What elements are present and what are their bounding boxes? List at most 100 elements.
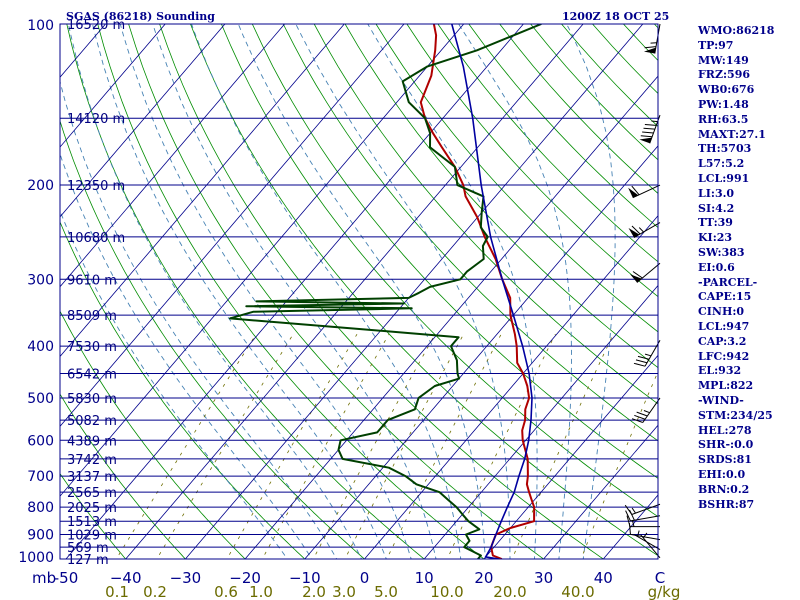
barb-pennant bbox=[628, 187, 639, 198]
mixing-ratio-line bbox=[344, 334, 464, 559]
index-row: CAP:3.2 bbox=[698, 334, 747, 348]
index-row: MPL:822 bbox=[698, 379, 754, 393]
wind-barb bbox=[643, 23, 661, 54]
index-row: TH:5703 bbox=[698, 142, 752, 156]
height-label: 14120 m bbox=[67, 112, 125, 127]
moist-adiabat-line bbox=[92, 24, 387, 559]
wind-barb bbox=[629, 262, 661, 283]
barb-feather bbox=[631, 225, 641, 235]
index-row: BRN:0.2 bbox=[698, 482, 750, 496]
isobar-lines bbox=[60, 23, 658, 560]
temperature-tick-label: −30 bbox=[170, 569, 202, 587]
barb-feather bbox=[629, 509, 635, 521]
index-row: L57:5.2 bbox=[698, 157, 745, 171]
index-row: WB0:676 bbox=[698, 83, 755, 97]
dry-adiabat-line bbox=[159, 24, 604, 559]
index-row: MW:149 bbox=[698, 53, 749, 67]
mixing-ratio-label: 3.0 bbox=[332, 583, 356, 600]
index-row: KI:23 bbox=[698, 231, 733, 245]
barb-feather bbox=[644, 123, 657, 126]
dry-adiabat-line bbox=[128, 24, 545, 559]
index-row: MAXT:27.1 bbox=[698, 127, 766, 141]
index-row: SHR-:0.0 bbox=[698, 438, 754, 452]
dry-adiabat-line bbox=[437, 24, 658, 263]
isotherm-line bbox=[125, 24, 584, 559]
isotherm-line bbox=[423, 284, 658, 559]
height-label: 3137 m bbox=[67, 470, 117, 485]
dry-adiabat-line bbox=[344, 24, 658, 369]
barb-half-feather bbox=[644, 353, 652, 357]
isotherm-line bbox=[65, 24, 524, 559]
mixing-ratio-label: 40.0 bbox=[561, 583, 594, 600]
wind-barb bbox=[631, 397, 661, 423]
barb-pennant bbox=[628, 227, 640, 238]
height-label: 12350 m bbox=[67, 179, 125, 194]
dry-adiabat-line bbox=[406, 24, 658, 298]
pressure-tick-label: 500 bbox=[27, 391, 54, 407]
wind-barb bbox=[625, 509, 661, 522]
pressure-tick-label: 700 bbox=[27, 469, 54, 485]
mixing-ratio-label: 2.0 bbox=[302, 583, 326, 600]
thermo-grid bbox=[60, 24, 658, 559]
index-row: LCL:991 bbox=[698, 171, 750, 185]
chart-title: SGAS (86218) Sounding bbox=[66, 10, 215, 23]
mixing-ratio-line bbox=[261, 333, 390, 559]
dry-adiabat-line bbox=[313, 24, 658, 405]
dry-adiabat-line bbox=[221, 24, 658, 518]
temperature-unit-label: C bbox=[655, 569, 665, 587]
moist-adiabat-line bbox=[566, 24, 616, 559]
plot-frame bbox=[59, 23, 659, 560]
barb-feather bbox=[628, 523, 631, 535]
index-row: BSHR:87 bbox=[698, 497, 755, 511]
moist-adiabat-line bbox=[458, 24, 572, 559]
dry-adiabat-line bbox=[190, 24, 658, 557]
mixing-ratio-line bbox=[446, 334, 556, 559]
stability-indices-panel: WMO:86218 TP:97 MW:149 FRZ:596 WB0:676 PW:1.4… bbox=[698, 24, 798, 512]
dry-adiabat-line bbox=[60, 310, 246, 559]
isotherm-line bbox=[60, 24, 345, 358]
temperature-trace bbox=[419, 24, 536, 559]
dry-adiabat-line bbox=[97, 24, 485, 559]
index-row: CAPE:15 bbox=[698, 290, 752, 304]
index-row: LCL:947 bbox=[698, 319, 750, 333]
barb-feather bbox=[631, 418, 643, 423]
mixing-ratio-label: 0.1 bbox=[105, 583, 129, 600]
index-row: EL:932 bbox=[698, 364, 742, 378]
pressure-tick-label: 400 bbox=[27, 339, 54, 355]
dry-adiabat-line bbox=[66, 24, 425, 559]
mixing-ratio-label: 20.0 bbox=[493, 583, 526, 600]
barb-staff bbox=[631, 503, 661, 515]
mixing-ratio-label: g/kg bbox=[648, 583, 681, 600]
barb-feather bbox=[636, 411, 648, 417]
temperature-tick-label: 20 bbox=[474, 569, 493, 587]
pressure-unit-label: mb bbox=[32, 569, 56, 587]
barb-half-feather bbox=[638, 227, 644, 233]
mixing-ratio-line bbox=[580, 370, 658, 559]
isotherm-line bbox=[244, 75, 658, 559]
index-row: SRDS:81 bbox=[698, 453, 752, 467]
index-row: RH:63.5 bbox=[698, 112, 749, 126]
height-label: 2565 m bbox=[67, 486, 117, 501]
moist-adiabat-line bbox=[60, 79, 338, 559]
barb-feather bbox=[634, 414, 646, 420]
wind-barb bbox=[628, 184, 661, 199]
barb-feather bbox=[644, 46, 657, 49]
dewpoint-trace bbox=[228, 24, 542, 559]
height-label: 16520 m bbox=[67, 18, 125, 33]
wind-barbs bbox=[624, 23, 661, 559]
temperature-tick-label: 10 bbox=[415, 569, 434, 587]
temperature-tick-label: -50 bbox=[54, 569, 79, 587]
mixing-ratio-line bbox=[386, 334, 502, 559]
wind-barb bbox=[640, 532, 661, 559]
barb-staff bbox=[630, 515, 661, 522]
mixing-ratio-label: 0.2 bbox=[143, 583, 167, 600]
pressure-tick-label: 100 bbox=[27, 18, 54, 34]
height-label: 1029 m bbox=[67, 529, 117, 544]
mixing-ratio-label: 0.6 bbox=[214, 583, 238, 600]
moist-adiabat-line bbox=[67, 24, 362, 559]
barb-staff bbox=[632, 184, 661, 199]
pressure-tick-label: 1000 bbox=[18, 550, 54, 566]
barb-feather bbox=[642, 131, 654, 134]
barb-half-feather bbox=[637, 530, 640, 537]
mixing-ratio-line bbox=[115, 333, 257, 559]
